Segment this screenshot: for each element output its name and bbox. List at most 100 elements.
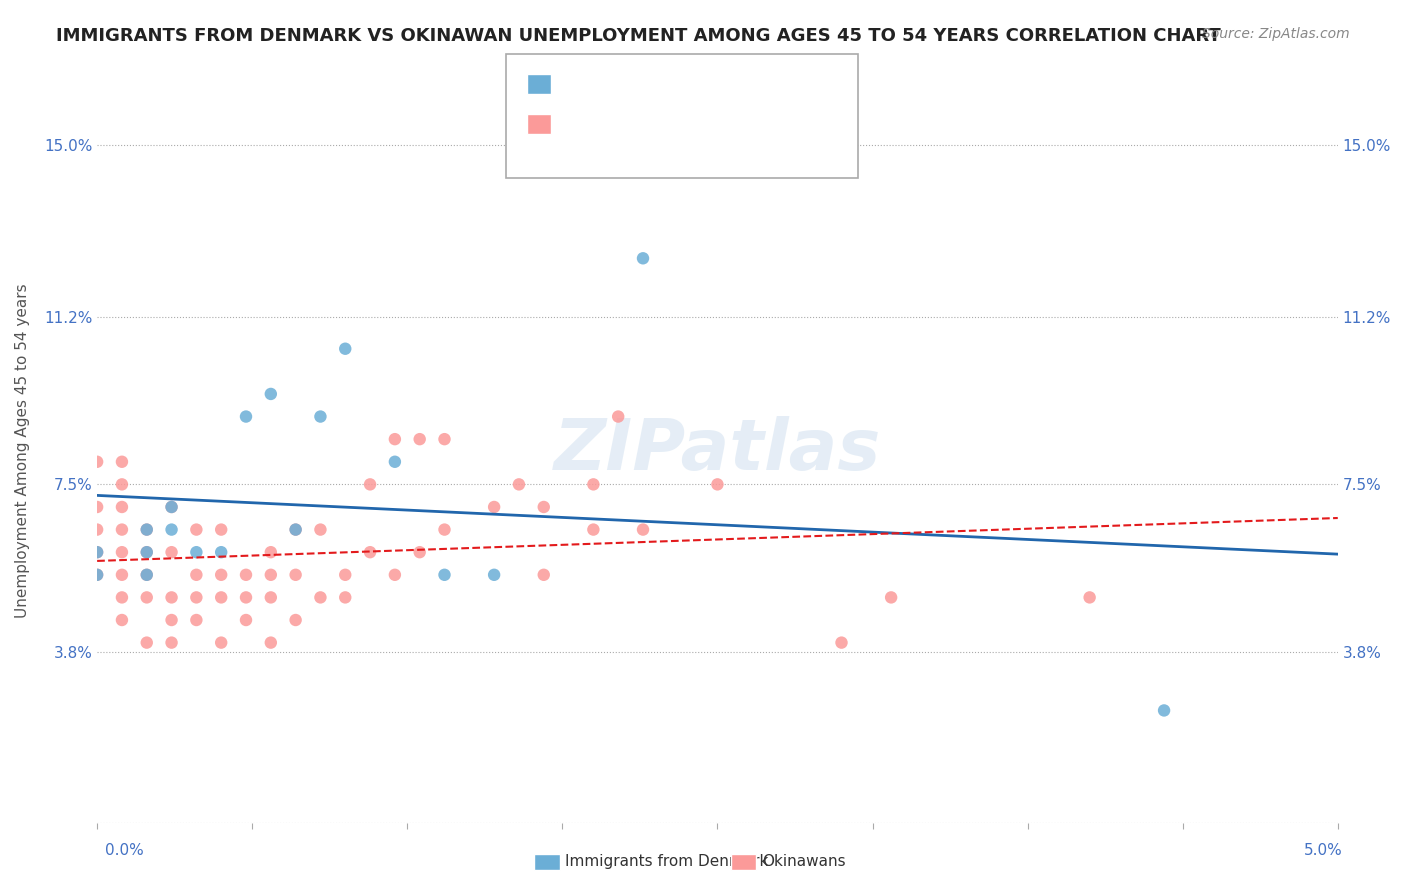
Point — [160, 591, 183, 605]
Point — [582, 477, 605, 491]
Point — [631, 523, 654, 537]
Point — [209, 591, 232, 605]
Point — [186, 567, 208, 582]
Point — [284, 523, 307, 537]
Point — [160, 523, 183, 537]
Point — [1078, 591, 1101, 605]
Point — [86, 523, 108, 537]
Point — [359, 477, 381, 491]
Text: 65: 65 — [710, 120, 733, 138]
Point — [111, 567, 134, 582]
Point — [186, 613, 208, 627]
Point — [160, 500, 183, 514]
Point — [260, 591, 283, 605]
Point — [831, 635, 853, 649]
Point — [482, 500, 505, 514]
Point — [135, 567, 157, 582]
Point — [260, 567, 283, 582]
Text: R =: R = — [555, 120, 592, 138]
Point — [235, 613, 257, 627]
Point — [706, 477, 728, 491]
Point — [359, 545, 381, 559]
Point — [260, 635, 283, 649]
Point — [482, 567, 505, 582]
Point — [209, 567, 232, 582]
Point — [335, 567, 357, 582]
Point — [607, 409, 630, 424]
Point — [135, 523, 157, 537]
Point — [160, 500, 183, 514]
Text: IMMIGRANTS FROM DENMARK VS OKINAWAN UNEMPLOYMENT AMONG AGES 45 TO 54 YEARS CORRE: IMMIGRANTS FROM DENMARK VS OKINAWAN UNEM… — [56, 27, 1220, 45]
Text: 5.0%: 5.0% — [1303, 843, 1343, 858]
Point — [86, 500, 108, 514]
Text: Immigrants from Denmark: Immigrants from Denmark — [565, 855, 769, 869]
Point — [235, 409, 257, 424]
Text: Source: ZipAtlas.com: Source: ZipAtlas.com — [1202, 27, 1350, 41]
Text: ZIPatlas: ZIPatlas — [554, 416, 882, 485]
Point — [111, 500, 134, 514]
Point — [111, 477, 134, 491]
Point — [135, 523, 157, 537]
Point — [160, 545, 183, 559]
Point — [160, 635, 183, 649]
Point — [409, 432, 432, 446]
Point — [335, 342, 357, 356]
Point — [309, 523, 332, 537]
Point — [86, 567, 108, 582]
Point — [631, 252, 654, 266]
Point — [409, 545, 432, 559]
Point — [111, 455, 134, 469]
Point — [582, 523, 605, 537]
Point — [433, 567, 456, 582]
Point — [135, 567, 157, 582]
Point — [433, 432, 456, 446]
Point — [309, 591, 332, 605]
Point — [284, 567, 307, 582]
Text: N =: N = — [668, 80, 704, 98]
Point — [880, 591, 903, 605]
Point — [309, 409, 332, 424]
Point — [111, 545, 134, 559]
Point — [260, 545, 283, 559]
Point — [86, 455, 108, 469]
Point — [384, 567, 406, 582]
Point — [86, 567, 108, 582]
Y-axis label: Unemployment Among Ages 45 to 54 years: Unemployment Among Ages 45 to 54 years — [15, 283, 30, 618]
Point — [260, 387, 283, 401]
Point — [111, 613, 134, 627]
Point — [86, 545, 108, 559]
Point — [209, 523, 232, 537]
Point — [384, 455, 406, 469]
Point — [135, 591, 157, 605]
Point — [135, 545, 157, 559]
Point — [1153, 703, 1175, 717]
Text: 0.112: 0.112 — [598, 120, 650, 138]
Point — [533, 500, 555, 514]
Point — [111, 523, 134, 537]
Point — [111, 591, 134, 605]
Point — [209, 635, 232, 649]
Point — [186, 523, 208, 537]
Text: 0.175: 0.175 — [598, 80, 650, 98]
Text: R =: R = — [555, 80, 592, 98]
Point — [135, 635, 157, 649]
Point — [186, 591, 208, 605]
Text: N =: N = — [668, 120, 704, 138]
Text: Okinawans: Okinawans — [762, 855, 845, 869]
Point — [508, 477, 530, 491]
Point — [384, 432, 406, 446]
Text: 0.0%: 0.0% — [105, 843, 145, 858]
Text: 19: 19 — [710, 80, 733, 98]
Point — [235, 591, 257, 605]
Point — [433, 523, 456, 537]
Point — [335, 591, 357, 605]
Point — [284, 613, 307, 627]
Point — [186, 545, 208, 559]
Point — [533, 567, 555, 582]
Point — [86, 545, 108, 559]
Point — [235, 567, 257, 582]
Point — [135, 545, 157, 559]
Point — [284, 523, 307, 537]
Point — [209, 545, 232, 559]
Point — [160, 613, 183, 627]
